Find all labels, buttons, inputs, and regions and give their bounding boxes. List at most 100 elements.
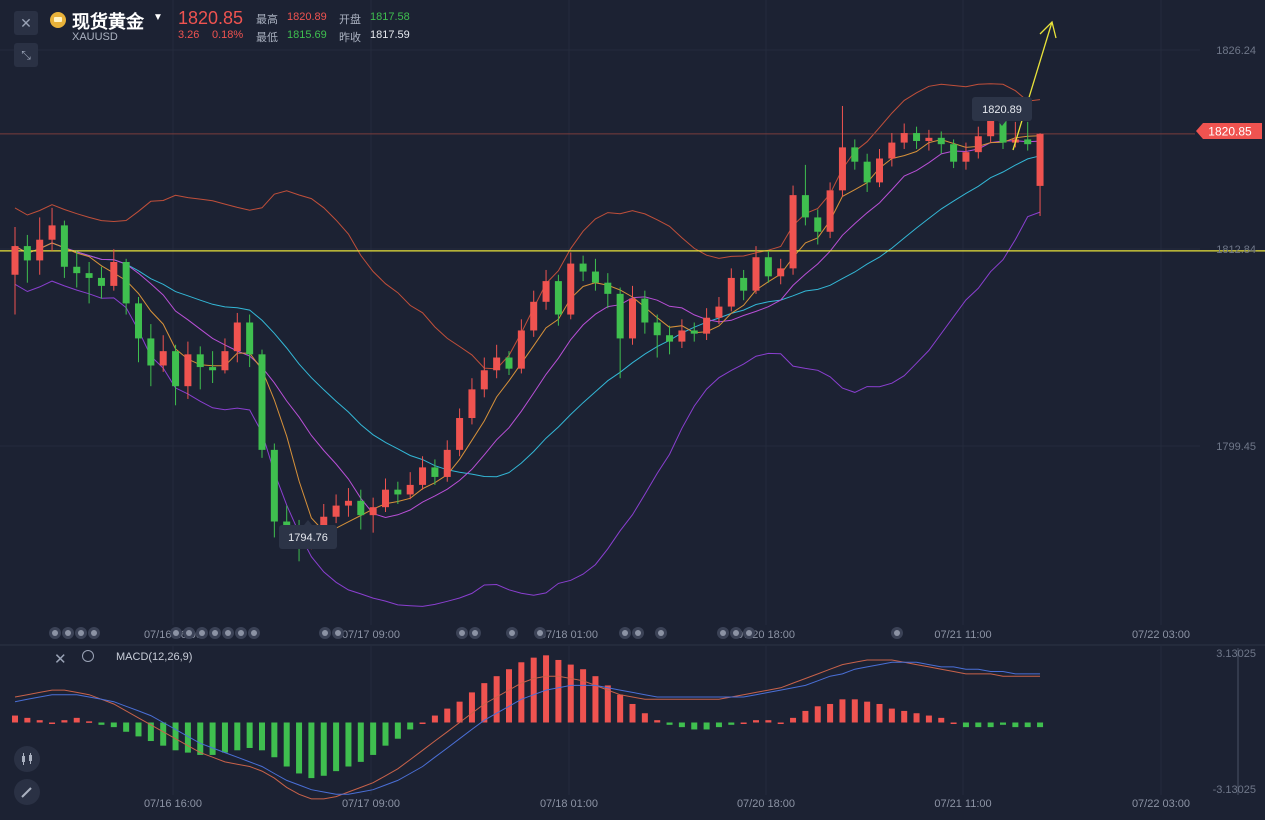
candle	[937, 131, 945, 154]
instrument-name[interactable]: 现货黄金	[72, 12, 144, 32]
candle	[468, 378, 476, 425]
candle-body	[23, 246, 31, 261]
candle-body	[789, 195, 797, 269]
candle	[48, 207, 56, 251]
candle-body	[233, 322, 241, 352]
macd-bar	[197, 722, 204, 755]
candle	[690, 322, 698, 342]
candlestick-tool-icon[interactable]	[14, 746, 40, 772]
price-axis-tick: 1799.45	[1216, 441, 1256, 453]
event-marker-inner	[91, 630, 97, 636]
candle-body	[73, 266, 81, 274]
candle-body	[517, 330, 525, 369]
candle-body	[258, 354, 266, 450]
macd-bar	[543, 655, 550, 723]
macd-bar	[444, 708, 451, 723]
candle-body	[554, 281, 562, 315]
event-marker-inner	[65, 630, 71, 636]
time-label: 07/20 18:00	[737, 798, 795, 810]
time-label: 07/17 09:00	[342, 798, 400, 810]
dropdown-caret-icon[interactable]: ▼	[153, 12, 163, 23]
ma-long	[14, 155, 1041, 478]
candle	[863, 153, 871, 192]
candle	[616, 287, 624, 379]
event-marker	[62, 627, 74, 639]
candle	[221, 338, 229, 374]
pencil-tool-icon[interactable]	[14, 779, 40, 805]
candle-body	[209, 367, 217, 371]
candle-body	[135, 303, 142, 339]
macd-bar	[271, 722, 278, 758]
macd-bar	[382, 722, 389, 746]
time-label: 07/16 16:00	[144, 798, 202, 810]
collapse-button[interactable]: ⤡	[14, 43, 38, 67]
candle-body	[604, 282, 612, 294]
macd-bar	[246, 722, 253, 748]
candle-body	[505, 357, 513, 369]
time-label: 07/22 03:00	[1132, 629, 1190, 641]
candle-body	[703, 317, 711, 334]
event-marker	[209, 627, 221, 639]
candle-body	[369, 507, 377, 516]
low-label: 最低	[256, 32, 278, 44]
price-axis-tick: 1826.24	[1216, 45, 1256, 57]
candle-body	[443, 449, 451, 477]
open-label: 开盘	[339, 14, 361, 26]
macd-bar	[555, 659, 562, 723]
candle	[36, 217, 44, 275]
event-marker-inner	[459, 630, 465, 636]
macd-bar	[950, 722, 957, 724]
event-marker-inner	[173, 630, 179, 636]
macd-bar	[1000, 722, 1006, 725]
macd-bar	[777, 722, 784, 724]
candle-body	[344, 500, 352, 506]
low-value: 1815.69	[287, 29, 327, 41]
macd-bar	[962, 722, 969, 728]
candle	[962, 142, 970, 170]
macd-bar	[987, 722, 994, 728]
macd-bar	[172, 722, 179, 751]
current-price-tag-text: 1820.85	[1208, 125, 1252, 139]
candle	[406, 472, 414, 500]
candle	[85, 262, 93, 304]
event-marker	[619, 627, 631, 639]
time-label: 07/18 01:00	[540, 629, 598, 641]
close-chart-button[interactable]: ✕	[14, 11, 38, 35]
macd-close-icon[interactable]: ✕	[54, 651, 67, 668]
candle	[73, 250, 81, 288]
event-markers[interactable]	[49, 627, 903, 639]
macd-bar	[975, 722, 982, 728]
candle	[332, 494, 340, 524]
candle-body	[666, 335, 674, 342]
bollinger-lower	[14, 211, 1041, 607]
macd-bar	[36, 720, 43, 723]
candle-body	[1036, 133, 1044, 186]
macd-bar	[320, 722, 327, 776]
price-change-pct: 0.18%	[212, 29, 244, 41]
candle	[1024, 121, 1032, 151]
candle-body	[727, 277, 735, 307]
macd-bar	[703, 722, 710, 730]
event-marker	[170, 627, 182, 639]
event-marker	[456, 627, 468, 639]
macd-bar	[259, 722, 265, 751]
candle	[172, 344, 180, 406]
event-marker-inner	[335, 630, 341, 636]
candle	[246, 314, 254, 368]
candle	[629, 285, 636, 345]
event-marker	[891, 627, 903, 639]
candle	[851, 139, 859, 170]
candle-body	[394, 489, 402, 495]
macd-settings-icon[interactable]	[82, 650, 94, 662]
event-marker-inner	[658, 630, 664, 636]
event-marker-inner	[212, 630, 218, 636]
macd-bar	[160, 722, 167, 746]
candle-body	[678, 330, 686, 342]
candle-body	[715, 306, 723, 318]
event-marker-inner	[186, 630, 192, 636]
candle	[505, 351, 513, 376]
event-marker-inner	[746, 630, 752, 636]
event-marker	[222, 627, 234, 639]
open-value: 1817.58	[370, 11, 410, 23]
